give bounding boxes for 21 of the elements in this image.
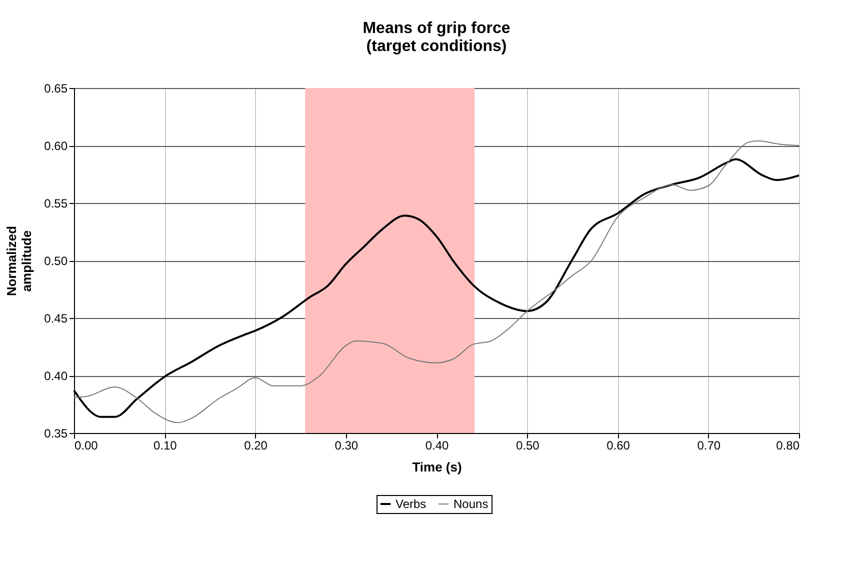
y-tick-label: 0.35 (44, 426, 68, 440)
x-tick-label: 0.00 (74, 438, 98, 452)
legend-label: Verbs (396, 497, 426, 511)
x-tick-label: 0.30 (334, 438, 358, 452)
chart-title: Means of grip force (target conditions) (362, 20, 510, 55)
x-tick-label: 0.80 (776, 438, 800, 452)
x-tick-label: 0.50 (516, 438, 540, 452)
x-tick-label: 0.10 (153, 438, 178, 452)
x-axis-title: Time (s) (412, 460, 462, 474)
x-tick-label: 0.70 (697, 438, 721, 452)
y-tick-label: 0.40 (44, 369, 68, 383)
y-axis-title: Normalized amplitude (4, 226, 34, 296)
legend-label: Nouns (454, 497, 488, 511)
x-tick-label: 0.60 (606, 438, 630, 452)
x-tick-label: 0.20 (244, 438, 268, 452)
y-tick-label: 0.65 (44, 82, 68, 96)
y-tick-label: 0.50 (44, 254, 68, 268)
y-tick-label: 0.55 (44, 196, 68, 210)
y-tick-label: 0.60 (44, 139, 68, 153)
x-tick-label: 0.40 (425, 438, 449, 452)
y-tick-label: 0.45 (44, 312, 68, 326)
